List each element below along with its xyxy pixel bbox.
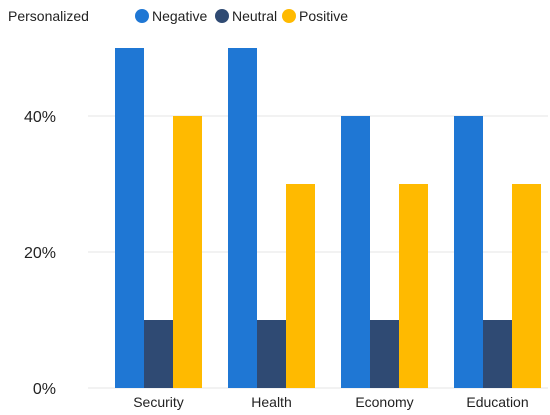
legend-label-negative: Negative	[152, 8, 207, 24]
bar-neutral-security	[144, 320, 173, 388]
legend: Personalized Negative Neutral Positive	[8, 8, 348, 24]
bar-negative-security	[115, 48, 144, 388]
legend-label-positive: Positive	[299, 8, 348, 24]
x-category-label: Education	[466, 394, 528, 410]
bar-positive-security	[173, 116, 202, 388]
bar-negative-education	[454, 116, 483, 388]
legend-swatch-negative	[135, 9, 149, 23]
legend-swatch-neutral	[215, 9, 229, 23]
bar-positive-economy	[399, 184, 428, 388]
bar-neutral-health	[257, 320, 286, 388]
y-axis: 0% 20% 40%	[24, 109, 56, 398]
legend-label-neutral: Neutral	[232, 8, 277, 24]
bar-positive-health	[286, 184, 315, 388]
y-tick-label: 40%	[24, 109, 56, 126]
legend-swatch-positive	[282, 9, 296, 23]
legend-title: Personalized	[8, 8, 89, 24]
bar-neutral-economy	[370, 320, 399, 388]
bars	[115, 48, 541, 388]
y-tick-label: 20%	[24, 245, 56, 262]
bar-neutral-education	[483, 320, 512, 388]
x-category-label: Economy	[355, 394, 413, 410]
x-category-label: Health	[251, 394, 291, 410]
bar-negative-health	[228, 48, 257, 388]
y-tick-label: 0%	[33, 381, 56, 398]
bar-positive-education	[512, 184, 541, 388]
bar-negative-economy	[341, 116, 370, 388]
x-category-label: Security	[133, 394, 184, 410]
x-axis: Security Health Economy Education	[133, 394, 528, 410]
